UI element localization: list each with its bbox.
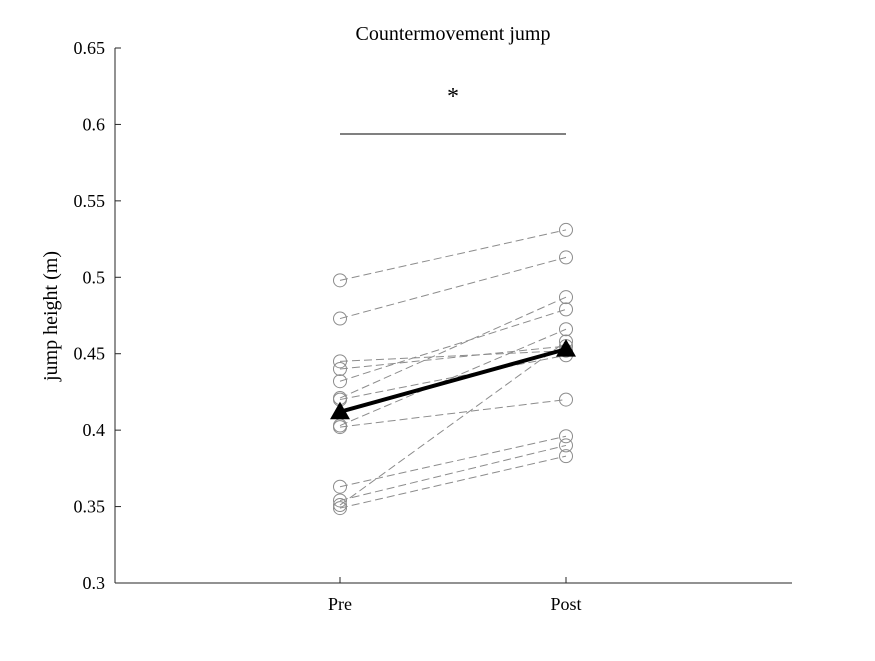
y-tick-label: 0.3 bbox=[83, 573, 106, 593]
mean-point bbox=[556, 339, 576, 357]
individual-point bbox=[333, 498, 347, 513]
individual-point bbox=[333, 311, 347, 326]
x-ticks-layer: Pre Post bbox=[328, 577, 582, 614]
individual-line bbox=[339, 328, 567, 427]
individual-line bbox=[339, 296, 567, 399]
individual-point bbox=[333, 374, 347, 389]
individual-line bbox=[339, 345, 567, 370]
individual-point bbox=[559, 290, 573, 305]
individual-line bbox=[339, 256, 567, 320]
individual-point bbox=[333, 273, 347, 288]
individual-point bbox=[559, 438, 573, 453]
individual-point bbox=[559, 302, 573, 317]
individual-point bbox=[333, 501, 347, 516]
axes-layer bbox=[114, 48, 792, 584]
mean-line bbox=[339, 347, 567, 414]
y-axis-label: jump height (m) bbox=[40, 251, 62, 382]
y-tick-label: 0.55 bbox=[74, 191, 106, 211]
individual-point bbox=[559, 429, 573, 444]
individual-line bbox=[339, 308, 567, 382]
x-tick-label: Pre bbox=[328, 594, 352, 614]
individual-point bbox=[333, 354, 347, 369]
individual-line bbox=[339, 435, 567, 488]
y-tick-label: 0.4 bbox=[83, 420, 106, 440]
individual-point bbox=[333, 479, 347, 494]
x-tick-label: Post bbox=[550, 594, 581, 614]
individual-point bbox=[559, 322, 573, 337]
individual-point bbox=[333, 420, 347, 435]
y-tick-label: 0.6 bbox=[83, 114, 106, 134]
individual-point bbox=[559, 449, 573, 464]
individual-line bbox=[339, 399, 567, 428]
individual-line bbox=[339, 350, 567, 362]
significance-marker: * bbox=[447, 84, 459, 110]
significance-annotation: * bbox=[340, 84, 566, 135]
y-tick-label: 0.45 bbox=[74, 344, 106, 364]
y-ticks-layer: 0.3 0.35 0.4 0.45 0.5 0.55 0.6 0.65 bbox=[74, 38, 121, 593]
individual-line bbox=[339, 455, 567, 509]
mean-line-layer bbox=[330, 339, 576, 420]
individual-lines-layer bbox=[333, 222, 573, 516]
y-tick-label: 0.65 bbox=[74, 38, 106, 58]
individual-line bbox=[339, 229, 567, 281]
individual-point bbox=[559, 392, 573, 407]
individual-line bbox=[339, 341, 567, 506]
individual-line bbox=[339, 444, 567, 501]
individual-point bbox=[333, 362, 347, 376]
y-tick-label: 0.35 bbox=[74, 497, 106, 517]
y-tick-label: 0.5 bbox=[83, 267, 106, 287]
individual-point bbox=[559, 222, 573, 237]
individual-point bbox=[559, 250, 573, 265]
mean-point bbox=[330, 401, 350, 420]
chart-title: Countermovement jump bbox=[356, 23, 551, 45]
